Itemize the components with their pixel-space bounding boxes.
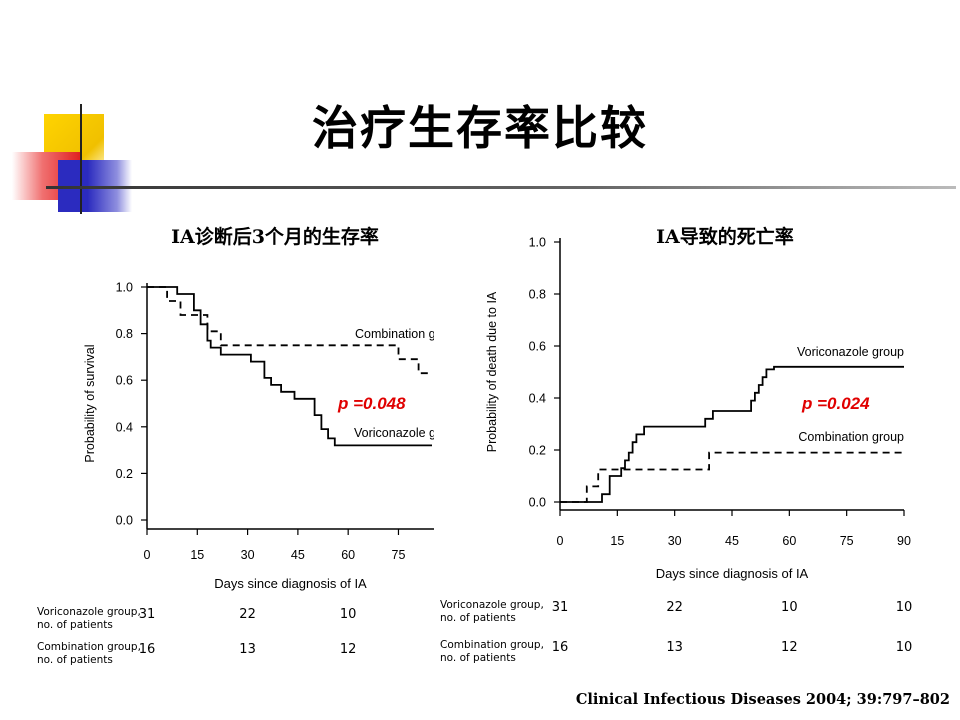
x-tick-label: 30 — [241, 548, 255, 562]
y-tick-label: 0.0 — [116, 514, 133, 528]
y-tick-label: 0.6 — [529, 340, 546, 354]
x-tick-label: 60 — [782, 534, 796, 548]
y-tick-label: 0.6 — [116, 374, 133, 388]
patient-count: 10 — [781, 600, 798, 615]
x-tick-label: 75 — [392, 548, 406, 562]
citation: Clinical Infectious Diseases 2004; 39:79… — [575, 691, 950, 708]
x-axis-label: Days since diagnosis of IA — [656, 566, 809, 581]
x-tick-label: 90 — [897, 534, 911, 548]
patient-count: 22 — [239, 607, 256, 622]
right-chart-title: IA导致的死亡率 — [656, 226, 794, 248]
x-axis-label: Days since diagnosis of IA — [214, 576, 367, 591]
series-label: Voriconazole g — [354, 426, 434, 440]
patient-row-label: Voriconazole group, no. of patients — [440, 599, 544, 624]
slide-title: 治疗生存率比较 — [312, 101, 648, 155]
y-axis-label: Probability of survival — [83, 344, 97, 462]
patient-row-label: Combination group, no. of patients — [440, 639, 544, 664]
survival-chart: 0.0 0.2 0.4 0.6 0.8 1.0 0 15 30 45 60 75 Days since … — [83, 281, 434, 591]
x-tick-label: 0 — [144, 548, 151, 562]
patient-count: 12 — [781, 640, 798, 655]
patient-count: 31 — [551, 600, 569, 615]
series-line-combination — [147, 286, 432, 375]
patient-count: 10 — [339, 607, 357, 622]
y-axis-label: Probability of death due to IA — [485, 291, 499, 452]
y-tick-label: 1.0 — [116, 281, 133, 295]
y-tick-label: 0.2 — [116, 467, 133, 481]
patient-count: 22 — [666, 600, 683, 615]
patient-count: 31 — [138, 607, 156, 622]
y-tick-label: 0.8 — [529, 288, 546, 302]
x-tick-label: 15 — [610, 534, 624, 548]
patient-count: 12 — [339, 642, 357, 657]
p-value-annotation: p =0.024 — [801, 394, 870, 413]
p-value-annotation: p =0.048 — [337, 394, 406, 413]
x-tick-label: 45 — [725, 534, 739, 548]
patient-count: 10 — [895, 600, 913, 615]
x-tick-label: 60 — [341, 548, 355, 562]
patient-count: 16 — [551, 640, 569, 655]
x-tick-label: 0 — [557, 534, 564, 548]
series-label: Combination group — [798, 430, 904, 444]
x-tick-label: 15 — [190, 548, 204, 562]
series-label: Combination g — [355, 327, 434, 341]
patient-count: 16 — [138, 642, 156, 657]
x-tick-label: 75 — [840, 534, 854, 548]
series-label: Voriconazole group — [797, 345, 904, 359]
y-tick-label: 0.4 — [116, 420, 133, 434]
patient-count: 13 — [666, 640, 683, 655]
series-line-voriconazole — [560, 365, 904, 503]
y-tick-label: 0.4 — [529, 392, 546, 406]
y-tick-label: 1.0 — [529, 236, 546, 250]
x-tick-label: 30 — [668, 534, 682, 548]
left-chart-title: IA诊断后3个月的生存率 — [171, 226, 379, 248]
x-tick-label: 45 — [291, 548, 305, 562]
decorative-vertical-line — [80, 104, 82, 214]
patient-count: 10 — [895, 640, 913, 655]
patient-row-label: Voriconazole group, no. of patients — [37, 606, 141, 631]
title-underline — [46, 186, 956, 189]
y-tick-label: 0.8 — [116, 327, 133, 341]
y-tick-label: 0.0 — [529, 496, 546, 510]
series-line-voriconazole — [147, 286, 432, 447]
patient-count: 13 — [239, 642, 256, 657]
y-tick-label: 0.2 — [529, 444, 546, 458]
patient-row-label: Combination group, no. of patients — [37, 641, 141, 666]
series-line-combination — [560, 451, 904, 503]
mortality-chart: 0.0 0.2 0.4 0.6 0.8 1.0 0 15 30 45 60 75 90 Days sinc… — [485, 236, 911, 582]
